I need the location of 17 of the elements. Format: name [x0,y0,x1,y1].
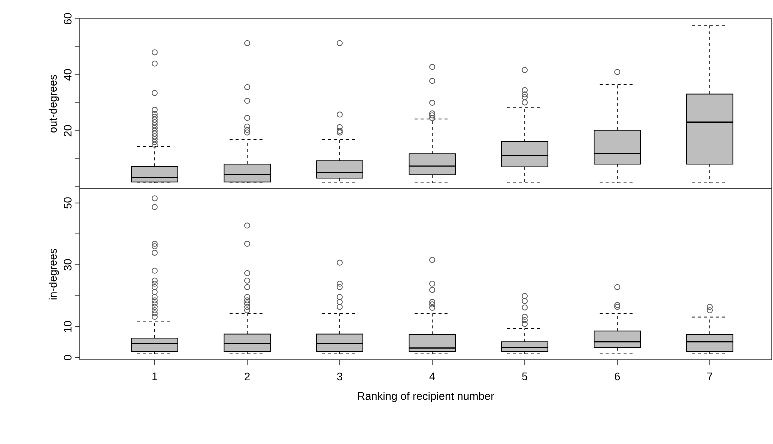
x-tick-label: 6 [615,372,620,381]
y-tick-label: 30 [64,259,72,271]
x-tick-label: 4 [430,372,436,380]
y-tick-label: 20 [64,125,72,137]
y-tick-label: 60 [64,13,72,25]
x-tick-label: 3 [337,372,343,381]
y-tick-label: 10 [64,321,72,332]
y-tick-label: 0 [64,355,72,360]
x-tick-label: 7 [708,372,713,380]
y-tick-label: 50 [64,198,72,209]
x-tick-label: 1 [152,372,158,380]
y-axis-title: in-degrees [48,249,60,300]
x-axis-title: Ranking of recipient number [358,392,494,402]
y-axis-title: out-degrees [48,75,60,133]
y-tick-label: 40 [64,69,72,81]
x-tick-label: 2 [244,372,250,381]
x-tick-label: 5 [522,372,528,380]
